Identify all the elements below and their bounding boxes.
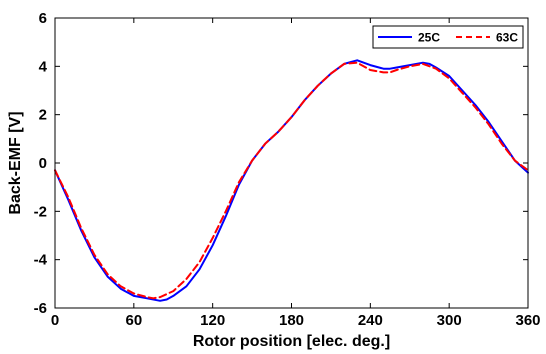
y-tick-label: 4 <box>39 58 48 75</box>
y-tick-label: -6 <box>34 300 47 317</box>
x-tick-label: 180 <box>279 312 304 329</box>
x-tick-label: 360 <box>515 312 540 329</box>
x-tick-labels: 0 60 120 180 240 300 360 <box>51 312 541 329</box>
y-tick-label: -4 <box>34 252 48 269</box>
plot-frame <box>54 17 529 309</box>
plot-area <box>55 18 528 308</box>
x-axis-label: Rotor position [elec. deg.] <box>193 333 390 350</box>
y-tick-label: 2 <box>39 107 47 124</box>
y-axis-label: Back-EMF [V] <box>7 111 24 214</box>
x-tick-label: 300 <box>437 312 462 329</box>
x-tick-label: 120 <box>200 312 225 329</box>
x-tick-label: 60 <box>125 312 142 329</box>
x-tick-label: 240 <box>358 312 383 329</box>
legend: 25C 63C <box>372 25 524 49</box>
legend-label-25c: 25C <box>418 31 440 45</box>
legend-box <box>372 25 524 49</box>
y-tick-label: -2 <box>34 203 47 220</box>
legend-label-63c: 63C <box>496 31 518 45</box>
x-tick-label: 0 <box>51 312 59 329</box>
y-tick-label: 6 <box>39 10 47 27</box>
data-lines <box>54 59 529 302</box>
series-line-63c <box>54 61 529 300</box>
y-tick-labels: -6 -4 -2 0 2 4 6 <box>34 10 48 317</box>
y-tick-label: 0 <box>39 155 47 172</box>
